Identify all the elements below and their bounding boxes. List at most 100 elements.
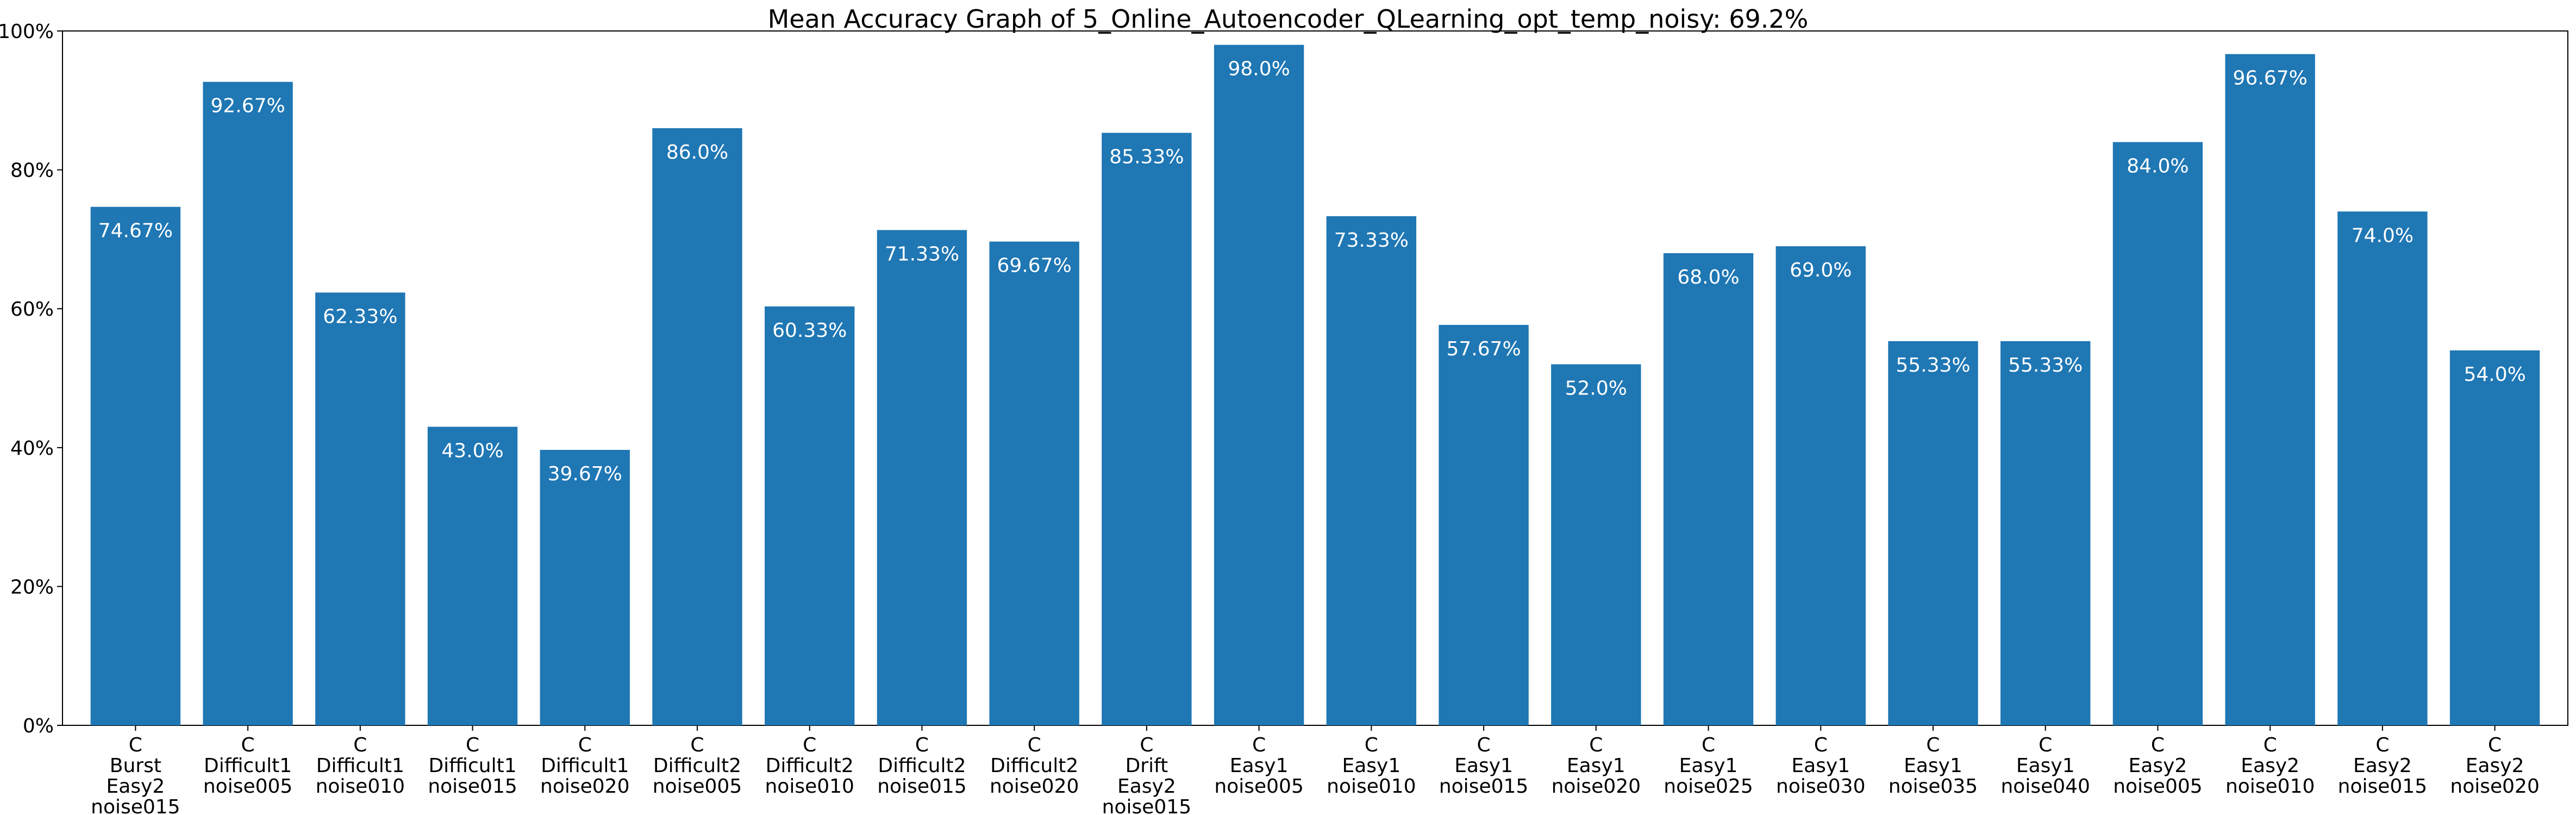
bar	[1888, 341, 1978, 725]
x-tick-label-line: Easy2	[2129, 755, 2187, 777]
x-tick-label-line: noise020	[990, 775, 1079, 798]
x-tick-label: C Difficult1 noise010	[316, 734, 405, 798]
x-tick-label-line: C	[2488, 734, 2502, 756]
x-tick-label: C Easy1 noise030	[1776, 734, 1865, 798]
x-tick-label-line: C	[129, 734, 142, 756]
x-tick-label-line: C	[1252, 734, 1266, 756]
x-tick-label-line: C	[1140, 734, 1153, 756]
bar	[1102, 133, 1192, 725]
x-tick-label-line: C	[2375, 734, 2389, 756]
x-tick-label: C Easy2 noise010	[2225, 734, 2315, 798]
y-tick-label: 60%	[10, 298, 54, 321]
x-tick-label-line: C	[1814, 734, 1828, 756]
x-tick-label-line: Easy2	[2353, 755, 2412, 777]
bar-data-label: 62.33%	[323, 305, 397, 328]
bar-data-label: 85.33%	[1109, 146, 1184, 168]
y-tick-label: 20%	[10, 576, 54, 598]
x-tick-label-line: Easy1	[2016, 755, 2075, 777]
bar	[1214, 45, 1304, 725]
bar	[427, 427, 518, 725]
plot-frame	[62, 30, 2568, 726]
bar	[1439, 324, 1529, 725]
x-tick-label: C Easy1 noise025	[1664, 734, 1753, 798]
x-tick-label: C Difficult1 noise015	[428, 734, 517, 798]
bar-data-label: 84.0%	[2127, 155, 2189, 177]
x-tick-label: C Difficult1 noise020	[540, 734, 629, 798]
x-tick-label-line: noise010	[2225, 775, 2315, 798]
x-tick-label-line: noise020	[1552, 775, 1641, 798]
x-tick-label-line: noise040	[2000, 775, 2090, 798]
x-tick-label-line: C	[578, 734, 592, 756]
x-tick-label-line: noise005	[2113, 775, 2202, 798]
bar-data-label: 57.67%	[1446, 338, 1521, 360]
bar	[315, 292, 405, 725]
x-tick-label-line: C	[241, 734, 255, 756]
x-tick-label-line: Difficult2	[990, 755, 1078, 777]
bar-data-label: 60.33%	[772, 319, 847, 342]
x-tick-label-line: Difficult1	[428, 755, 516, 777]
bar	[2449, 350, 2540, 725]
x-tick-label-line: noise010	[765, 775, 854, 798]
bar-data-label: 39.67%	[548, 463, 622, 485]
bar	[765, 306, 855, 725]
bar-data-label: 73.33%	[1334, 229, 1409, 252]
x-tick-label-line: C	[690, 734, 704, 756]
x-tick-label-line: Easy1	[1791, 755, 1850, 777]
x-tick-label-line: C	[2151, 734, 2165, 756]
y-tick-label: 40%	[10, 437, 54, 460]
bar-data-label: 68.0%	[1677, 266, 1739, 289]
bar-data-label: 55.33%	[1896, 354, 1970, 377]
x-tick-label-line: C	[2039, 734, 2052, 756]
bar-data-label: 74.67%	[98, 220, 173, 242]
x-tick-label: C Easy1 noise015	[1439, 734, 1528, 798]
y-tick-label: 100%	[0, 21, 54, 43]
x-tick-label-line: C	[1028, 734, 1041, 756]
bar-data-label: 92.67%	[210, 95, 285, 117]
x-tick-label-line: Difficult2	[878, 755, 966, 777]
bar-data-label: 86.0%	[666, 141, 728, 164]
x-tick-label: C Difficult1 noise005	[203, 734, 292, 798]
x-tick-label: C Easy2 noise015	[2338, 734, 2427, 798]
x-tick-label-line: noise015	[2338, 775, 2427, 798]
x-tick-label-line: C	[466, 734, 479, 756]
x-tick-label-line: Easy2	[2241, 755, 2299, 777]
x-tick-label: C Burst Easy2 noise015	[91, 734, 180, 815]
x-tick-label-line: C	[353, 734, 367, 756]
bar-data-label: 69.0%	[1790, 259, 1852, 281]
bar	[877, 230, 967, 725]
bar	[989, 241, 1079, 725]
bar-data-label: 96.67%	[2233, 67, 2308, 90]
x-tick-label: C Difficult2 noise015	[877, 734, 966, 798]
x-tick-label-line: C	[1365, 734, 1378, 756]
x-tick-label-line: Easy1	[1454, 755, 1513, 777]
x-tick-label-line: noise035	[1889, 775, 1978, 798]
bar-data-label: 71.33%	[885, 243, 959, 265]
x-tick-label: C Difficult2 noise020	[990, 734, 1079, 798]
x-tick-label-line: C	[1589, 734, 1603, 756]
bar-data-label: 43.0%	[441, 440, 503, 462]
x-tick-label: C Easy1 noise020	[1552, 734, 1641, 798]
x-tick-label-line: Easy1	[1342, 755, 1400, 777]
bar-data-label: 74.0%	[2352, 224, 2414, 247]
x-tick-label-line: Easy1	[1679, 755, 1738, 777]
x-tick-label-line: Easy2	[106, 775, 165, 798]
bar-data-label: 52.0%	[1565, 377, 1627, 399]
x-tick-label-line: Easy1	[1567, 755, 1625, 777]
chart-title: Mean Accuracy Graph of 5_Online_Autoenco…	[767, 4, 1809, 34]
x-tick-label-line: C	[1702, 734, 1715, 756]
x-tick-label-line: noise020	[2450, 775, 2539, 798]
x-tick-label-line: Difficult1	[204, 755, 292, 777]
x-tick-label-line: C	[915, 734, 929, 756]
x-tick-label: C Easy1 noise035	[1889, 734, 1978, 798]
x-tick-label: C Easy2 noise005	[2113, 734, 2202, 798]
x-tick-label-line: Easy1	[1904, 755, 1962, 777]
x-tick-label-line: Easy2	[1117, 775, 1176, 798]
bar	[90, 206, 181, 725]
x-tick-label-line: noise015	[1102, 796, 1191, 815]
x-tick-label-line: noise010	[316, 775, 405, 798]
x-tick-label-line: noise025	[1664, 775, 1753, 798]
x-tick-label: C Easy1 noise040	[2000, 734, 2090, 798]
x-tick-label-line: Difficult2	[653, 755, 741, 777]
bar-data-label: 55.33%	[2008, 354, 2083, 377]
